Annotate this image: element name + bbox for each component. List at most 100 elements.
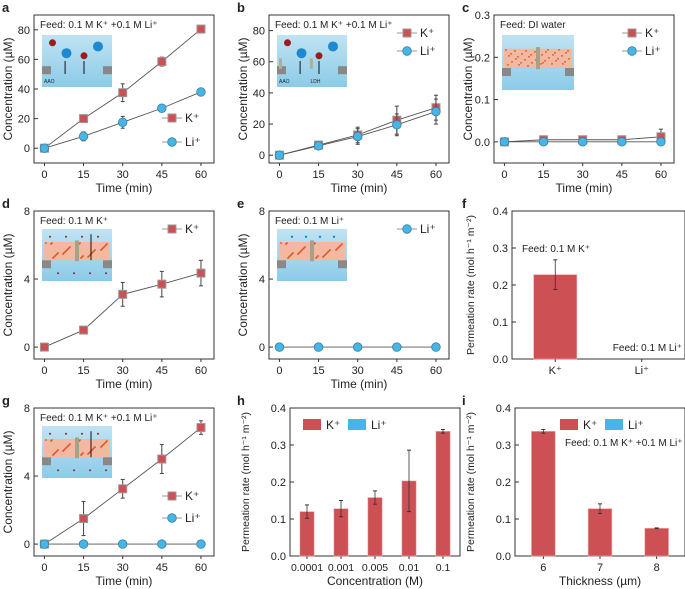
membrane-particle (508, 54, 510, 57)
membrane-particle (547, 48, 549, 51)
y-tick-label: 40 (18, 84, 30, 96)
data-point-li (78, 539, 89, 549)
legend-marker-li (167, 513, 177, 523)
x-tick-label: 0.005 (362, 562, 388, 574)
x-tick-label: 30 (352, 169, 364, 181)
membrane-particle (45, 242, 47, 244)
bar (644, 527, 669, 557)
membrane-particle (530, 53, 532, 56)
membrane-particle (510, 52, 512, 55)
x-tick-label: 15 (312, 169, 324, 181)
membrane-particle (527, 64, 529, 67)
legend-label: Li⁺ (185, 135, 201, 149)
li-ion (318, 235, 322, 238)
membrane-particle (62, 253, 64, 255)
data-point-li (117, 117, 128, 128)
feed-annotation: Feed: 0.1 M K⁺ (522, 244, 590, 255)
y-axis-label: Permeation rate (mol h⁻¹ m⁻²) (465, 215, 477, 355)
data-point-li (78, 131, 89, 142)
y-tick-label: 0 (259, 342, 265, 354)
legend-swatch (348, 419, 366, 430)
data-point-k (79, 325, 89, 335)
x-tick-label: 15 (77, 169, 89, 181)
y-tick-label: 0.0 (475, 137, 490, 149)
data-point-k (79, 514, 89, 524)
feed-annotation: Feed: 0.1 M K⁺ +0.1 M Li⁺ (275, 20, 393, 31)
x-tick-label: 30 (117, 169, 129, 181)
membrane-particle (555, 59, 557, 62)
y-tick-label: 8 (24, 403, 30, 415)
y-axis-label: Concentration (µM) (1, 431, 15, 534)
membrane-particle (520, 61, 522, 64)
y-axis-label: Permeation rate (mol h⁻¹ m⁻²) (240, 412, 252, 552)
k-ion (81, 235, 83, 238)
aao-block (103, 457, 112, 466)
data-point-li (431, 106, 441, 117)
inset-label: LDH (311, 79, 321, 85)
aao-block (42, 66, 51, 75)
x-tick-label: 45 (391, 169, 403, 181)
panel-b: b 0 20 40 60 80 0 15 30 45 60 Time (min) Concentrati… (236, 0, 450, 195)
k-ion (65, 432, 67, 435)
aao-block (277, 66, 286, 75)
membrane-particle (87, 453, 89, 455)
data-point-li (39, 539, 50, 549)
x-tick-label: 0 (41, 169, 47, 181)
k-ion (97, 235, 99, 238)
x-axis-label: Time (min) (331, 377, 388, 391)
legend-marker-k (627, 28, 637, 38)
x-tick-label: 60 (195, 169, 207, 181)
y-tick-label: 0.1 (271, 514, 286, 526)
legend-label: K⁺ (185, 489, 199, 503)
y-tick-label: 0 (24, 342, 30, 354)
x-tick-label: 15 (312, 365, 324, 377)
membrane-particle (528, 55, 530, 58)
x-tick-label: 45 (156, 365, 168, 377)
data-point-k (118, 88, 128, 98)
membrane-particle (568, 57, 570, 60)
x-tick-label: 0 (41, 365, 47, 377)
data-point-k (157, 57, 167, 67)
membrane-particle (552, 53, 554, 56)
x-tick-label: 60 (655, 169, 667, 181)
data-point-li (577, 137, 588, 147)
data-point-li (157, 103, 167, 113)
membrane-particle (80, 257, 82, 259)
membrane-particle (521, 52, 523, 55)
data-point-li (117, 539, 128, 549)
membrane-particle (45, 439, 47, 441)
feed-annotation: Feed: 0.1 M Li⁺ (613, 343, 682, 354)
panel-i: i 0.0 0.1 0.2 0.3 0.4 6 7 8 Thickness (µm) Permeat… (462, 393, 685, 588)
feed-annotation: Feed: 0.1 M K⁺ +0.1 M Li⁺ (40, 413, 158, 424)
x-tick-label: Li⁺ (635, 365, 650, 377)
membrane-particle (50, 440, 52, 442)
panel-letter: a (2, 0, 10, 15)
y-tick-label: 0.2 (496, 477, 511, 489)
membrane-particle (315, 257, 317, 259)
ldh-wall (279, 58, 282, 69)
k-ion (284, 39, 291, 47)
inset-schematic (277, 229, 347, 281)
y-tick-label: 0.2 (271, 477, 286, 489)
membrane-particle (514, 49, 516, 52)
y-tick-label: 40 (253, 88, 265, 100)
legend-swatch (605, 419, 623, 430)
feed-annotation: Feed: 0.1 M K⁺ (40, 216, 108, 227)
x-tick-label: 15 (77, 562, 89, 574)
y-axis-label: Concentration (µM) (236, 38, 250, 141)
legend-label: Li⁺ (371, 418, 387, 432)
data-point-li (352, 131, 363, 142)
panel-letter: c (462, 0, 469, 15)
feed-annotation: Feed: 0.1 M K⁺ +0.1 M Li⁺ (40, 20, 158, 31)
x-tick-label: 8 (654, 562, 660, 574)
membrane-particle (62, 450, 64, 452)
k-ion (73, 469, 75, 472)
y-tick-label: 60 (253, 57, 265, 69)
legend-label: Li⁺ (420, 222, 436, 236)
membrane-particle (287, 257, 289, 259)
legend-label: Li⁺ (420, 44, 436, 58)
feed-annotation: Feed: 0.1 M Li⁺ (275, 216, 344, 227)
data-point-li (392, 120, 402, 130)
k-ion (315, 52, 323, 60)
y-tick-label: 0.2 (475, 52, 490, 64)
